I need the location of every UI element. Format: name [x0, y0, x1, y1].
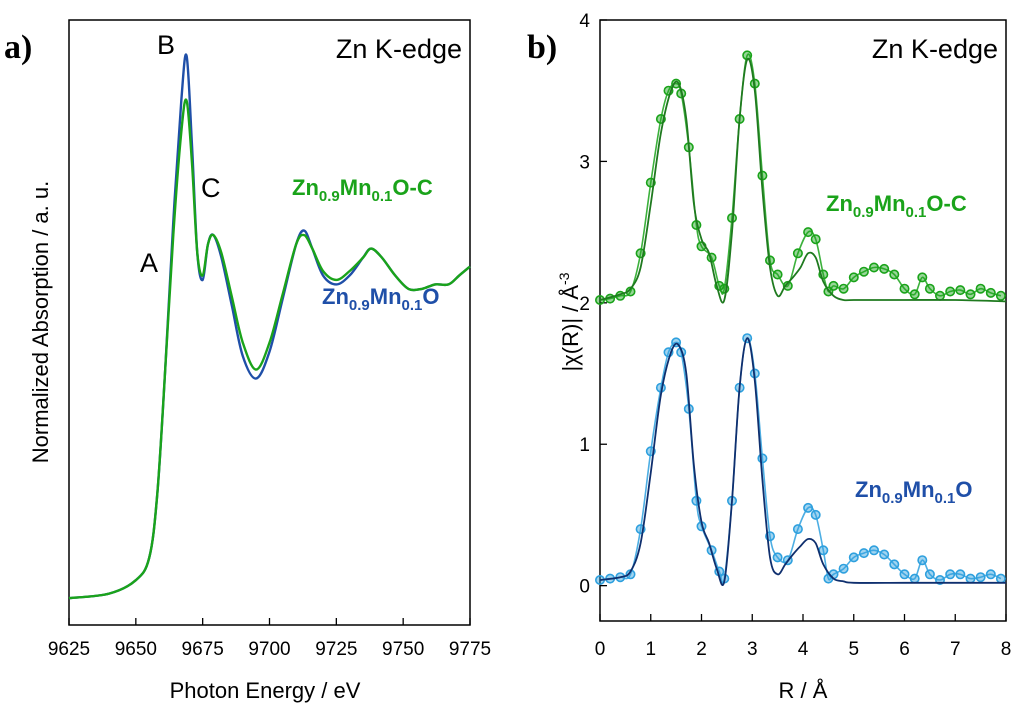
panel-a-x-axis-title: Photon Energy / eV — [170, 678, 361, 703]
data-point-zno — [803, 502, 814, 513]
panel-a-x-tick-label: 9675 — [182, 639, 224, 660]
data-point-zno — [965, 573, 976, 584]
panel-b-frame — [599, 19, 1007, 622]
data-point-zno — [917, 555, 928, 566]
data-point-zno-c — [868, 262, 879, 273]
data-point-zno — [818, 545, 829, 556]
data-point-zno-c — [848, 272, 859, 283]
data-point-zno — [757, 453, 768, 464]
panel-a-frame — [68, 19, 471, 626]
data-point-zno — [995, 573, 1006, 584]
data-point-zno — [955, 569, 966, 580]
panel-b-y-axis-title: |χ(R)| / Å-3 — [556, 272, 583, 371]
data-point-zno-c — [975, 283, 986, 294]
panel-a-label-zno-c: Zn0.9Mn0.1O-C — [292, 175, 433, 205]
panel-a-y-axis-title: Normalized Absorption / a. u. — [28, 181, 53, 463]
panel-b-x-tick-label: 4 — [798, 639, 809, 660]
annotation-b: B — [157, 30, 175, 60]
panel-b-y-ticks: 0 1 2 3 4 — [579, 11, 607, 598]
annotation-c: C — [201, 173, 221, 203]
series-line-zno-c — [68, 98, 471, 600]
data-point-zno-c — [810, 234, 821, 245]
data-point-zno-c — [858, 266, 869, 277]
data-point-zno — [975, 572, 986, 583]
data-point-zno-c — [945, 286, 956, 297]
panel-b: b) Zn K-edge 0 1 2 3 4 5 6 7 8 0 1 2 3 4 Zn0.9Mn0.1O… — [527, 11, 1011, 703]
data-point-zno-c — [792, 248, 803, 259]
panel-a-x-tick-label: 9750 — [382, 639, 424, 660]
data-point-zno — [889, 559, 900, 570]
panel-b-series — [594, 50, 1007, 586]
panel-b-label: b) — [527, 29, 557, 66]
data-point-zno — [985, 569, 996, 580]
data-point-zno-c — [838, 283, 849, 294]
panel-b-x-tick-label: 7 — [950, 639, 961, 660]
data-point-zno-c — [924, 283, 935, 294]
data-point-zno — [838, 563, 849, 574]
series-fit-line-zno-c — [599, 57, 1007, 304]
data-point-zno — [772, 552, 783, 563]
series-data-trace-zno — [599, 337, 1002, 584]
panel-a-label: a) — [4, 29, 32, 66]
data-point-zno-c — [995, 290, 1006, 301]
data-point-zno-c — [889, 269, 900, 280]
panel-b-x-ticks: 0 1 2 3 4 5 6 7 8 — [595, 614, 1012, 660]
panel-b-label-zno: Zn0.9Mn0.1O — [855, 477, 973, 507]
panel-a-label-zno: Zn0.9Mn0.1O — [322, 284, 440, 314]
data-point-zno-c — [917, 272, 928, 283]
panel-b-x-tick-label: 5 — [848, 639, 859, 660]
data-point-zno — [924, 569, 935, 580]
data-point-zno — [858, 548, 869, 559]
panel-a-x-tick-label: 9650 — [115, 639, 157, 660]
panel-a-x-ticks: 9625 9650 9675 9700 9725 9750 9775 — [48, 618, 491, 660]
panel-b-x-axis-title: R / Å — [779, 678, 828, 703]
series-line-zno — [68, 53, 471, 600]
panel-a-x-tick-label: 9725 — [315, 639, 357, 660]
series-fit-line-zno — [599, 337, 1006, 586]
data-point-zno — [945, 569, 956, 580]
panel-b-x-tick-label: 2 — [696, 639, 707, 660]
panel-b-y-tick-label: 1 — [579, 435, 590, 456]
panel-b-title: Zn K-edge — [872, 34, 998, 64]
data-point-zno-c — [934, 290, 945, 301]
panel-b-y-tick-label: 3 — [579, 152, 590, 173]
panel-b-x-tick-label: 0 — [595, 639, 606, 660]
data-point-zno — [909, 573, 920, 584]
data-point-zno-c — [803, 227, 814, 238]
series-data-trace-zno-c — [599, 53, 1002, 301]
data-point-zno — [810, 509, 821, 520]
data-point-zno-c — [965, 289, 976, 300]
data-point-zno — [848, 552, 859, 563]
panel-b-y-tick-label: 4 — [579, 11, 590, 32]
panel-b-label-zno-c: Zn0.9Mn0.1O-C — [826, 191, 967, 221]
panel-b-x-tick-label: 6 — [899, 639, 910, 660]
data-point-zno — [879, 549, 890, 560]
panel-b-x-tick-label: 3 — [747, 639, 758, 660]
panel-a: a) Zn K-edge 9625 9650 9675 9700 9725 9750 977… — [4, 19, 491, 703]
panel-a-x-tick-label: 9700 — [248, 639, 290, 660]
panel-b-x-tick-label: 8 — [1001, 639, 1012, 660]
panel-b-y-tick-label: 2 — [579, 294, 590, 315]
panel-b-x-tick-label: 1 — [645, 639, 656, 660]
panel-a-x-tick-label: 9775 — [449, 639, 491, 660]
panel-a-series — [68, 53, 471, 600]
panel-a-title: Zn K-edge — [336, 34, 462, 64]
data-point-zno — [899, 569, 910, 580]
data-point-zno-c — [955, 285, 966, 296]
data-point-zno — [868, 545, 879, 556]
data-point-zno-c — [772, 269, 783, 280]
panel-a-x-tick-label: 9625 — [48, 639, 90, 660]
panel-b-y-tick-label: 0 — [579, 577, 590, 598]
data-point-zno — [792, 524, 803, 535]
data-point-zno-c — [899, 283, 910, 294]
data-point-zno-c — [985, 287, 996, 298]
data-point-zno-c — [909, 289, 920, 300]
data-point-zno-c — [828, 280, 839, 291]
annotation-a: A — [140, 248, 158, 278]
data-point-zno-c — [879, 263, 890, 274]
